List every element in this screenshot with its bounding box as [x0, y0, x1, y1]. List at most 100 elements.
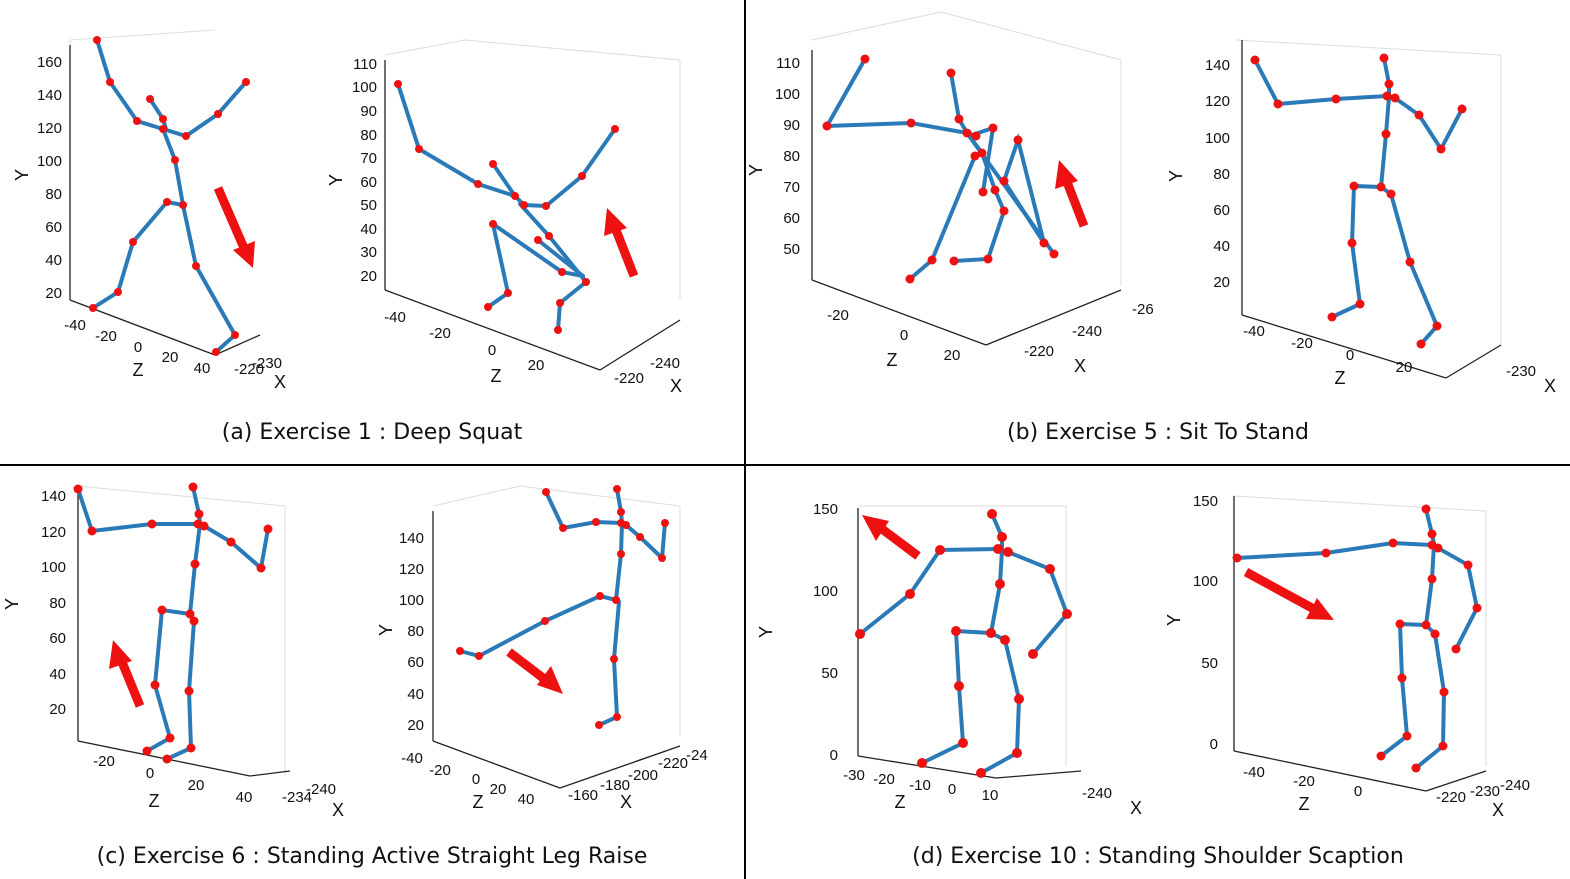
tick-label: -160 [568, 787, 598, 804]
axis-label-z: Z [887, 350, 898, 370]
tick-label: 100 [775, 86, 800, 103]
tick-label: 50 [1201, 655, 1218, 672]
tick-label: 60 [783, 210, 800, 227]
axis-label-x: X [1544, 376, 1556, 396]
axis-label-z: Z [1299, 794, 1310, 814]
axis-label-y: Y [2, 598, 22, 610]
tick-label: -240 [1072, 323, 1102, 340]
plot-a2-axes: 110 100 90 80 70 60 50 40 30 20 -40 -20 … [326, 39, 682, 396]
skeleton-d1 [855, 509, 1072, 778]
panel-d-plots: 150 100 50 0 -30 -20 -10 0 10 -240 Y Z X [756, 493, 1530, 820]
tick-label: 40 [45, 252, 62, 269]
tick-label: -40 [1243, 764, 1265, 781]
tick-label: -40 [64, 317, 86, 334]
axis-label-x: X [1074, 356, 1086, 376]
plot-b1-axes: 110 100 90 80 70 60 50 -20 0 20 -26 -240… [746, 11, 1154, 376]
skeleton-c1 [73, 482, 273, 764]
tick-label: 110 [353, 56, 377, 73]
tick-label: 100 [399, 592, 424, 609]
panel-c: 140 120 100 80 60 40 20 -20 0 20 40 -240… [0, 466, 744, 879]
panel-b-plots: 110 100 90 80 70 60 50 -20 0 20 -26 -240… [746, 11, 1556, 396]
tick-label: 40 [236, 789, 253, 806]
plot-c1-axes: 140 120 100 80 60 40 20 -20 0 20 40 -240… [2, 485, 344, 820]
tick-label: 100 [1205, 130, 1230, 147]
tick-label: 0 [830, 747, 838, 764]
tick-label: 80 [45, 186, 62, 203]
tick-label: 40 [1213, 238, 1230, 255]
panel-c-plots: 140 120 100 80 60 40 20 -20 0 20 40 -240… [2, 482, 708, 820]
tick-label: 40 [194, 360, 211, 377]
movement-arrow [109, 640, 145, 708]
tick-label: -240 [650, 355, 680, 372]
tick-label: 150 [1193, 493, 1218, 510]
plot-a1-axes: 160 140 120 100 80 60 40 20 -40 -20 0 20… [12, 29, 286, 392]
tick-label: 0 [948, 781, 956, 798]
panel-a-plots: 160 140 120 100 80 60 40 20 -40 -20 0 20… [12, 29, 682, 396]
tick-label: 40 [518, 791, 535, 808]
movement-arrow [1243, 568, 1334, 620]
tick-label: -30 [843, 767, 865, 784]
tick-label: 20 [528, 357, 545, 374]
tick-label: -40 [401, 750, 423, 767]
tick-label: 20 [45, 285, 62, 302]
tick-label: 20 [1396, 359, 1413, 376]
tick-label: -20 [93, 753, 115, 770]
movement-arrow [604, 208, 639, 278]
axis-label-x: X [274, 372, 286, 392]
tick-label: -20 [1293, 773, 1315, 790]
tick-label: 0 [146, 765, 154, 782]
movement-arrow [1055, 160, 1089, 228]
tick-label: -240 [1082, 785, 1112, 802]
tick-label: 0 [900, 327, 908, 344]
tick-label: -230 [1506, 363, 1536, 380]
tick-label: 100 [352, 79, 377, 96]
tick-label: -240 [1500, 777, 1530, 794]
tick-label: 20 [407, 717, 424, 734]
tick-label: 50 [821, 665, 838, 682]
skeleton-a2 [394, 80, 619, 334]
tick-label: 90 [360, 103, 377, 120]
axis-label-y: Y [756, 626, 776, 638]
tick-label: -220 [658, 755, 688, 772]
tick-label: 80 [1213, 166, 1230, 183]
tick-label: 120 [41, 524, 66, 541]
tick-label: 20 [944, 347, 961, 364]
tick-label: 100 [37, 153, 62, 170]
axis-label-z: Z [895, 792, 906, 812]
tick-label: 100 [41, 559, 66, 576]
axis-label-x: X [1130, 798, 1142, 818]
tick-label: 0 [1210, 736, 1218, 753]
tick-label: 60 [1213, 202, 1230, 219]
tick-label: 60 [49, 630, 66, 647]
tick-label: 80 [360, 127, 377, 144]
tick-label: 60 [407, 654, 424, 671]
tick-label: 70 [360, 150, 377, 167]
axis-label-z: Z [473, 792, 484, 812]
tick-label: 20 [49, 701, 66, 718]
axis-label-x: X [1492, 800, 1504, 820]
tick-label: 160 [37, 54, 62, 71]
tick-label: 0 [1346, 347, 1354, 364]
tick-label: 10 [982, 787, 999, 804]
tick-label: 30 [360, 244, 377, 261]
tick-label: 110 [776, 55, 800, 72]
movement-arrow [506, 648, 563, 694]
tick-label: 50 [360, 197, 377, 214]
tick-label: 80 [783, 148, 800, 165]
tick-label: 20 [490, 781, 507, 798]
axis-label-y: Y [326, 174, 346, 186]
tick-label: 140 [1205, 57, 1230, 74]
tick-label: 0 [134, 339, 142, 356]
tick-label: -20 [873, 771, 895, 788]
panel-b: 110 100 90 80 70 60 50 -20 0 20 -26 -240… [746, 0, 1570, 464]
skeleton-c2 [456, 485, 669, 729]
tick-label: -230 [1470, 783, 1500, 800]
axis-label-z: Z [1335, 368, 1346, 388]
tick-label: -220 [1024, 343, 1054, 360]
axis-label-y: Y [376, 624, 396, 636]
axis-label-y: Y [12, 169, 32, 181]
axis-label-x: X [332, 800, 344, 820]
panel-d-caption: (d) Exercise 10 : Standing Shoulder Scap… [912, 844, 1404, 869]
movement-arrow [862, 515, 921, 560]
